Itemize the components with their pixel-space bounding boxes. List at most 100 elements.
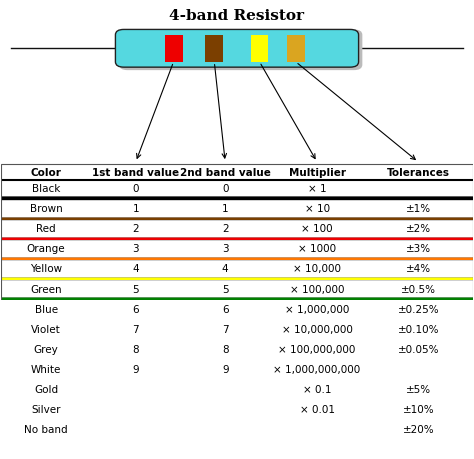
Text: 9: 9 xyxy=(132,364,139,374)
Bar xyxy=(91,181,181,197)
Bar xyxy=(287,36,305,62)
Bar xyxy=(270,321,364,337)
Bar xyxy=(270,421,364,437)
Bar xyxy=(270,361,364,377)
Bar xyxy=(364,381,473,397)
Bar xyxy=(181,261,270,277)
Bar xyxy=(181,381,270,397)
Bar xyxy=(1,321,91,337)
Bar xyxy=(1,221,91,237)
Text: 1st band value: 1st band value xyxy=(92,168,179,177)
Bar xyxy=(270,201,364,217)
Text: 5: 5 xyxy=(132,284,139,294)
Bar xyxy=(205,36,223,62)
Text: 5: 5 xyxy=(222,284,228,294)
Bar xyxy=(364,341,473,357)
Bar xyxy=(1,257,473,261)
Text: 7: 7 xyxy=(222,324,228,334)
Bar xyxy=(364,321,473,337)
Text: Brown: Brown xyxy=(30,204,63,214)
Text: × 100: × 100 xyxy=(301,224,333,234)
Bar xyxy=(91,241,181,257)
Bar xyxy=(1,357,473,361)
Bar xyxy=(270,181,364,197)
Bar xyxy=(164,36,182,62)
Text: Red: Red xyxy=(36,224,56,234)
Bar xyxy=(181,181,270,197)
Bar xyxy=(1,381,91,397)
Bar xyxy=(1,437,473,441)
Bar xyxy=(1,181,91,197)
Bar xyxy=(364,421,473,437)
Text: Yellow: Yellow xyxy=(30,264,62,274)
Text: 8: 8 xyxy=(222,344,228,354)
Text: ±3%: ±3% xyxy=(406,244,431,254)
Text: × 1: × 1 xyxy=(308,184,327,194)
Bar xyxy=(1,201,91,217)
Bar xyxy=(91,301,181,317)
Text: ±0.5%: ±0.5% xyxy=(401,284,436,294)
Text: Silver: Silver xyxy=(31,404,61,414)
Text: Color: Color xyxy=(31,168,62,177)
Text: 6: 6 xyxy=(132,304,139,314)
Text: 3: 3 xyxy=(222,244,228,254)
FancyBboxPatch shape xyxy=(116,30,358,68)
Text: White: White xyxy=(31,364,61,374)
Bar xyxy=(91,401,181,417)
Bar xyxy=(1,401,91,417)
Bar xyxy=(270,341,364,357)
Bar xyxy=(364,401,473,417)
Bar xyxy=(181,341,270,357)
Bar xyxy=(1,277,473,281)
Text: 4-band Resistor: 4-band Resistor xyxy=(170,9,304,23)
Text: 3: 3 xyxy=(132,244,139,254)
Bar xyxy=(1,341,91,357)
Bar xyxy=(181,281,270,297)
Bar xyxy=(1,417,473,421)
Bar xyxy=(364,301,473,317)
Bar xyxy=(91,381,181,397)
Bar xyxy=(364,181,473,197)
Bar xyxy=(1,217,473,221)
Text: ±4%: ±4% xyxy=(406,264,431,274)
Text: No band: No band xyxy=(24,424,68,434)
Text: 0: 0 xyxy=(132,184,139,194)
Text: Grey: Grey xyxy=(34,344,58,354)
Text: Multiplier: Multiplier xyxy=(289,168,346,177)
Bar xyxy=(364,261,473,277)
Text: 4: 4 xyxy=(222,264,228,274)
Text: × 0.01: × 0.01 xyxy=(300,404,335,414)
Text: Green: Green xyxy=(30,284,62,294)
Bar xyxy=(1,301,91,317)
Text: × 100,000,000: × 100,000,000 xyxy=(278,344,356,354)
Text: × 1000: × 1000 xyxy=(298,244,336,254)
Bar xyxy=(1,421,91,437)
Bar xyxy=(91,281,181,297)
Bar xyxy=(1,281,91,297)
Bar xyxy=(1,237,473,241)
Bar xyxy=(91,361,181,377)
Text: × 10,000: × 10,000 xyxy=(293,264,341,274)
Bar xyxy=(364,201,473,217)
Text: 7: 7 xyxy=(132,324,139,334)
Text: ±0.25%: ±0.25% xyxy=(398,304,439,314)
Bar xyxy=(91,341,181,357)
Bar xyxy=(91,421,181,437)
Bar xyxy=(91,221,181,237)
Text: 2: 2 xyxy=(222,224,228,234)
Text: Black: Black xyxy=(32,184,60,194)
Bar xyxy=(364,361,473,377)
Bar xyxy=(1,377,473,381)
Text: × 1,000,000,000: × 1,000,000,000 xyxy=(273,364,361,374)
Bar xyxy=(1,164,473,181)
Bar xyxy=(181,221,270,237)
Text: × 10: × 10 xyxy=(305,204,330,214)
Text: × 10,000,000: × 10,000,000 xyxy=(282,324,353,334)
Text: Violet: Violet xyxy=(31,324,61,334)
Bar xyxy=(270,301,364,317)
Bar xyxy=(181,321,270,337)
Bar xyxy=(270,221,364,237)
Bar xyxy=(91,201,181,217)
Text: 4: 4 xyxy=(132,264,139,274)
Bar xyxy=(1,261,91,277)
